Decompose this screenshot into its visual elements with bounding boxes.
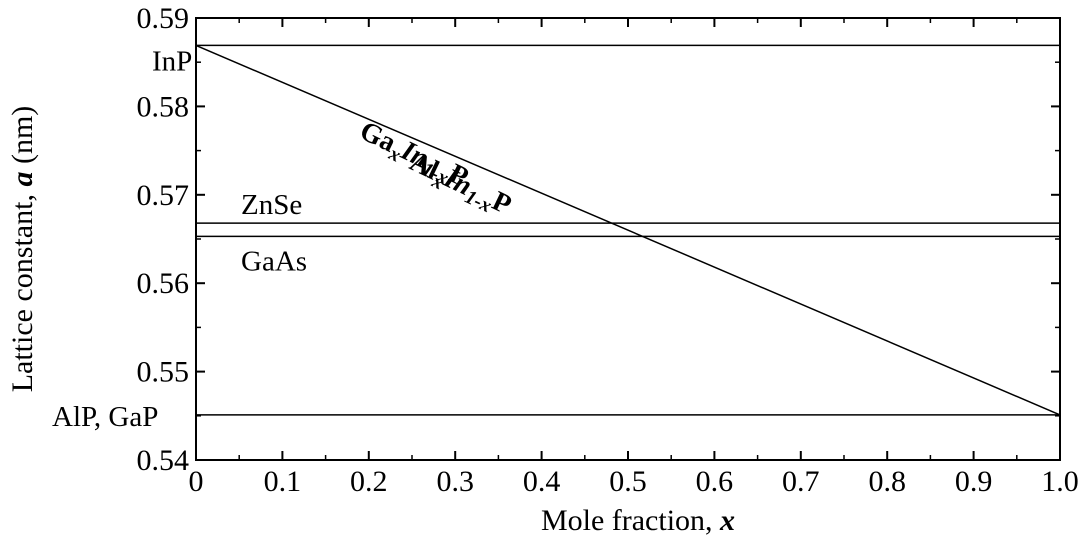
x-tick-label: 0.8 [868,465,906,498]
y-tick-label: 0.55 [137,356,190,389]
y-axis-title-var: a [6,172,39,187]
y-tick-label: 0.57 [137,179,190,212]
y-tick-label: 0.56 [137,267,190,300]
x-tick-label: 0 [189,465,204,498]
y-axis-title-text: Lattice constant, [6,187,39,393]
x-tick-label: 0.5 [609,465,647,498]
y-axis-title-unit: (nm) [6,106,39,172]
x-tick-label: 0.9 [955,465,993,498]
x-axis-title: Mole fraction, x [541,504,735,537]
material-label-gaas: GaAs [241,245,307,277]
x-tick-label: 0.7 [782,465,820,498]
x-tick-label: 0.4 [523,465,561,498]
material-label-alp-gap: AlP, GaP [52,401,158,433]
series-lines [195,44,1061,416]
x-tick-labels: 0 0.1 0.2 0.3 0.4 0.5 0.6 0.7 0.8 0.9 1.0 [189,465,1079,498]
material-lines [196,44,1060,416]
x-tick-label: 0.6 [696,465,734,498]
x-tick-label: 0.3 [436,465,474,498]
material-labels: InP ZnSe GaAs AlP, GaP [52,45,307,433]
curve-label-alinp-p: P [487,186,516,221]
y-tick-label: 0.58 [137,90,190,123]
y-tick-label: 0.54 [137,444,190,477]
y-axis-title: Lattice constant, a (nm) [6,106,39,393]
x-tick-label: 0.1 [264,465,302,498]
material-label-inp: InP [152,45,192,77]
y-tick-label: 0.59 [137,2,190,35]
x-tick-label: 0.2 [350,465,388,498]
series-line [195,44,1061,416]
x-axis-title-var: x [719,504,735,537]
material-label-znse: ZnSe [241,189,302,221]
x-tick-label: 1.0 [1041,465,1079,498]
x-axis-title-text: Mole fraction, [541,504,720,537]
y-tick-labels: 0.54 0.55 0.56 0.57 0.58 0.59 [137,2,190,477]
plot-area-frame [195,17,1061,461]
axis-ticks [195,17,1061,461]
